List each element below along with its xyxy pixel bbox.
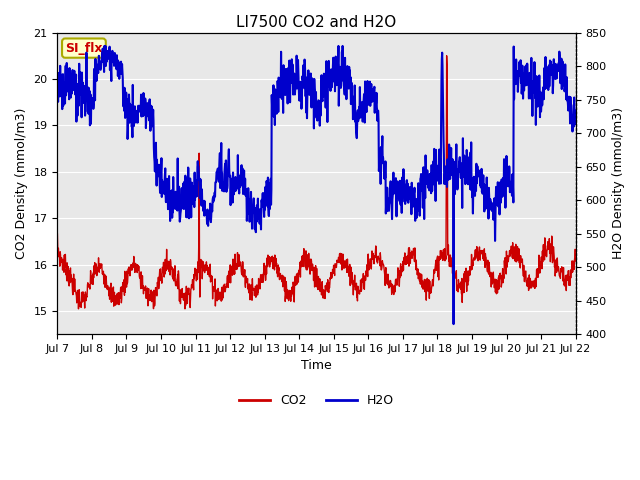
Y-axis label: CO2 Density (mmol/m3): CO2 Density (mmol/m3) [15,108,28,259]
X-axis label: Time: Time [301,360,332,372]
Text: SI_flx: SI_flx [65,42,102,55]
Y-axis label: H2O Density (mmol/m3): H2O Density (mmol/m3) [612,108,625,259]
Title: LI7500 CO2 and H2O: LI7500 CO2 and H2O [236,15,397,30]
Legend: CO2, H2O: CO2, H2O [234,389,399,412]
